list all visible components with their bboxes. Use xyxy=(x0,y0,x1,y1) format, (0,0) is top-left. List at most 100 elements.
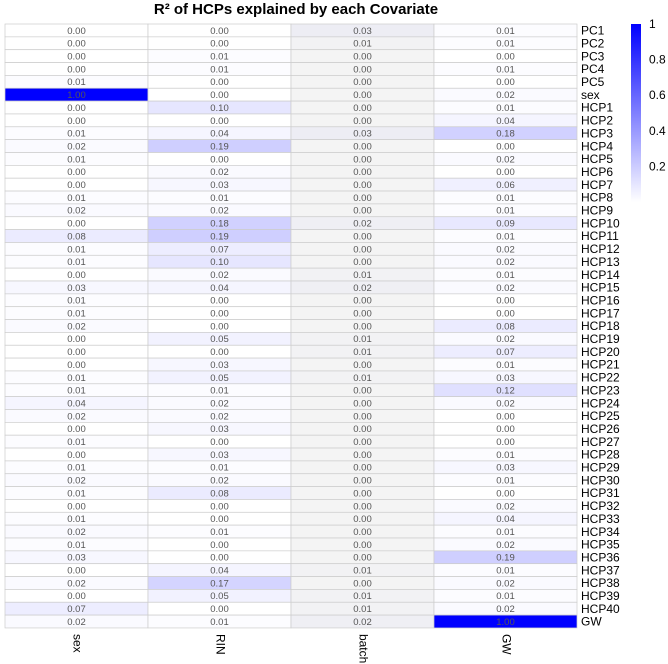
cell-value-label: 0.00 xyxy=(353,77,372,88)
cell-value-label: 0.17 xyxy=(210,578,229,589)
row-label: PC3 xyxy=(581,49,605,63)
cell-value-label: 0.00 xyxy=(210,514,229,525)
row-label: HCP24 xyxy=(581,396,620,410)
row-label: HCP36 xyxy=(581,550,620,564)
cell-value-label: 0.04 xyxy=(210,566,229,577)
cell-value-label: 0.00 xyxy=(353,52,372,63)
cell-value-label: 0.00 xyxy=(67,64,86,75)
cell-value-label: 0.00 xyxy=(67,26,86,37)
cell-value-label: 0.19 xyxy=(210,231,229,242)
cell-value-label: 0.00 xyxy=(210,296,229,307)
cell-value-label: 0.00 xyxy=(353,180,372,191)
cell-value-label: 0.00 xyxy=(353,527,372,538)
cell-value-label: 0.00 xyxy=(353,450,372,461)
cell-value-label: 0.07 xyxy=(210,244,229,255)
cell-value-label: 0.12 xyxy=(496,386,515,397)
row-label: PC1 xyxy=(581,24,605,38)
row-label: HCP4 xyxy=(581,139,613,153)
cell-value-label: 0.02 xyxy=(210,398,229,409)
cell-value-label: 0.02 xyxy=(496,90,515,101)
cell-value-label: 0.08 xyxy=(210,488,229,499)
cell-value-label: 0.01 xyxy=(496,476,515,487)
cell-value-label: 0.00 xyxy=(353,424,372,435)
cell-value-label: 0.01 xyxy=(353,566,372,577)
cell-value-label: 1.00 xyxy=(496,617,515,628)
row-label: HCP15 xyxy=(581,281,620,295)
cell-value-label: 0.02 xyxy=(353,283,372,294)
cell-value-label: 0.01 xyxy=(496,591,515,602)
cell-value-label: 0.02 xyxy=(496,398,515,409)
row-label: HCP11 xyxy=(581,229,619,243)
cell-value-label: 0.01 xyxy=(210,64,229,75)
row-label: HCP37 xyxy=(581,563,620,577)
cell-value-label: 0.01 xyxy=(210,463,229,474)
cell-value-label: 0.00 xyxy=(210,26,229,37)
row-labels: PC1PC2PC3PC4PC5sexHCP1HCP2HCP3HCP4HCP5HC… xyxy=(581,24,620,629)
cell-value-label: 0.04 xyxy=(67,398,86,409)
cell-value-label: 0.01 xyxy=(67,193,86,204)
row-label: HCP27 xyxy=(581,435,620,449)
cell-value-label: 0.00 xyxy=(67,180,86,191)
row-label: HCP9 xyxy=(581,204,613,218)
cell-value-label: 0.00 xyxy=(353,231,372,242)
cell-value-label: 0.02 xyxy=(496,501,515,512)
cell-value-label: 0.02 xyxy=(67,578,86,589)
cell-value-label: 0.00 xyxy=(353,296,372,307)
cell-value-label: 0.00 xyxy=(67,52,86,63)
heatmap-cells: 0.00 0.00 0.03 0.01 0.00 0.00 0.01 0.01 0.00 0.01… xyxy=(4,23,578,629)
cell-value-label: 0.01 xyxy=(67,77,86,88)
cell-value-label: 0.00 xyxy=(353,398,372,409)
cell-value-label: 0.03 xyxy=(67,283,86,294)
cell-value-label: 0.00 xyxy=(353,476,372,487)
cell-value-label: 0.01 xyxy=(353,373,372,384)
cell-value-label: 0.02 xyxy=(496,604,515,615)
cell-value-label: 0.02 xyxy=(496,257,515,268)
cell-value-label: 0.08 xyxy=(496,321,515,332)
cell-value-label: 0.05 xyxy=(210,334,229,345)
row-label: PC5 xyxy=(581,75,605,89)
cell-value-label: 0.00 xyxy=(496,296,515,307)
row-label: HCP13 xyxy=(581,255,620,269)
heatmap-cell xyxy=(433,614,578,629)
row-label: HCP28 xyxy=(581,448,620,462)
row-label: HCP20 xyxy=(581,345,620,359)
cell-value-label: 0.00 xyxy=(496,141,515,152)
cell-value-label: 0.02 xyxy=(67,527,86,538)
cell-value-label: 0.01 xyxy=(496,64,515,75)
cell-value-label: 0.04 xyxy=(210,129,229,140)
cell-value-label: 0.07 xyxy=(67,604,86,615)
cell-value-label: 0.01 xyxy=(496,231,515,242)
row-label: GW xyxy=(581,615,602,629)
cell-value-label: 0.00 xyxy=(353,463,372,474)
cell-value-label: 0.06 xyxy=(496,180,515,191)
cell-value-label: 0.00 xyxy=(353,309,372,320)
cell-value-label: 0.02 xyxy=(496,154,515,165)
cell-value-label: 0.00 xyxy=(353,501,372,512)
cell-value-label: 0.02 xyxy=(210,167,229,178)
cell-value-label: 0.01 xyxy=(496,450,515,461)
cell-value-label: 0.03 xyxy=(67,553,86,564)
cell-value-label: 0.01 xyxy=(496,206,515,217)
cell-value-label: 0.02 xyxy=(496,283,515,294)
cell-value-label: 0.00 xyxy=(496,488,515,499)
cell-value-label: 0.00 xyxy=(67,360,86,371)
cell-value-label: 0.00 xyxy=(353,154,372,165)
cell-value-label: 0.00 xyxy=(496,437,515,448)
column-label: sex xyxy=(70,634,84,653)
column-label: batch xyxy=(356,634,370,663)
cell-value-label: 0.00 xyxy=(353,540,372,551)
cell-value-label: 0.00 xyxy=(353,488,372,499)
cell-value-label: 0.01 xyxy=(496,566,515,577)
cell-value-label: 0.01 xyxy=(210,527,229,538)
cell-value-label: 0.03 xyxy=(210,450,229,461)
cell-value-label: 0.00 xyxy=(67,103,86,114)
column-label: RIN xyxy=(213,634,227,655)
row-label: sex xyxy=(581,88,600,102)
cell-value-label: 0.01 xyxy=(67,437,86,448)
cell-value-label: 0.09 xyxy=(496,219,515,230)
cell-value-label: 0.19 xyxy=(210,141,229,152)
cell-value-label: 0.01 xyxy=(496,360,515,371)
row-label: HCP32 xyxy=(581,499,620,513)
cell-value-label: 0.02 xyxy=(67,617,86,628)
